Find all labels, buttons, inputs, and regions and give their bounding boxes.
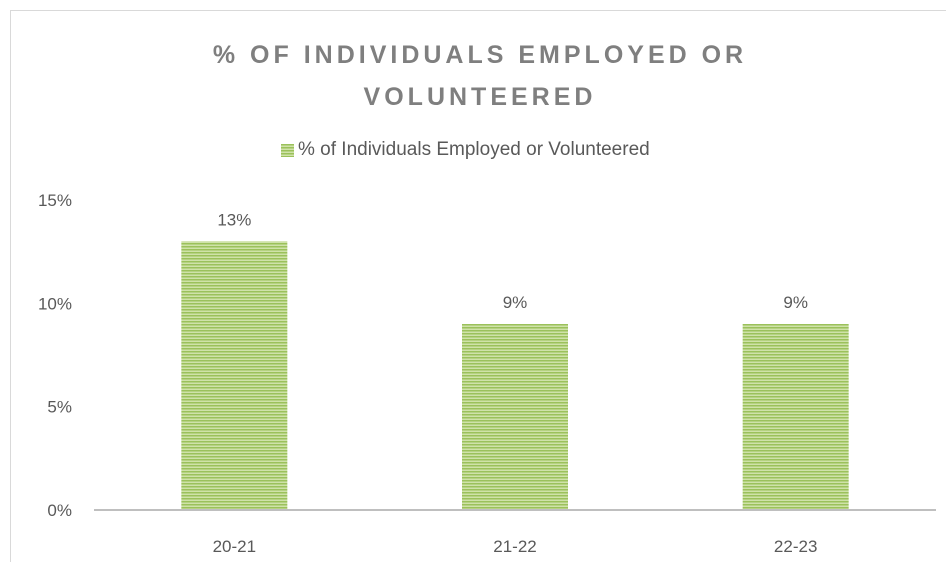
bar (742, 324, 849, 510)
legend-label: % of Individuals Employed or Volunteered (298, 139, 650, 160)
chart-title: % OF INDIVIDUALS EMPLOYED OR VOLUNTEERED (212, 41, 748, 111)
x-tick-label: 22-23 (774, 537, 817, 556)
y-tick-label: 5% (47, 398, 72, 417)
legend-swatch (281, 143, 294, 157)
y-tick-label: 0% (47, 501, 72, 520)
bar (462, 324, 568, 510)
x-tick-label: 21-22 (493, 537, 536, 556)
chart-frame (10, 10, 946, 562)
data-label: 9% (783, 293, 808, 312)
x-tick-label: 20-21 (213, 537, 256, 556)
y-tick-label: 15% (38, 191, 72, 210)
bar (181, 241, 288, 511)
y-tick-label: 10% (38, 294, 72, 313)
data-label: 13% (217, 210, 251, 229)
chart-legend: % of Individuals Employed or Volunteered (281, 137, 650, 163)
data-label: 9% (503, 293, 528, 312)
